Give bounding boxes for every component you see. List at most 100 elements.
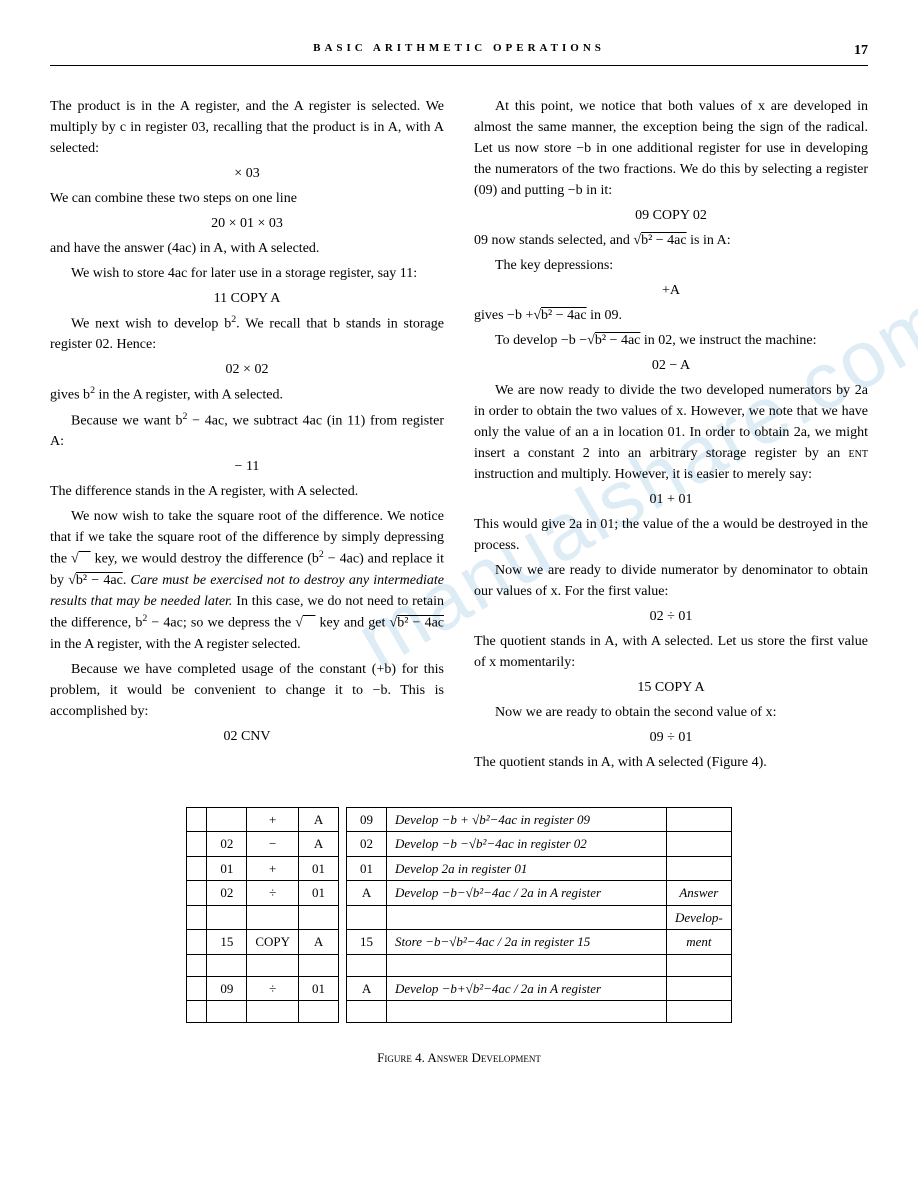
cell-gap [339, 930, 347, 955]
formula: − 11 [50, 456, 444, 477]
cell-side [667, 1001, 732, 1023]
cell-gap [339, 881, 347, 906]
para: To develop −b −√b² − 4ac in 02, we instr… [474, 330, 868, 351]
para: We can combine these two steps on one li… [50, 188, 444, 209]
cell [187, 905, 207, 930]
cell [187, 930, 207, 955]
formula: 11 COPY A [50, 288, 444, 309]
cell [207, 954, 247, 976]
cell-gap [339, 954, 347, 976]
para: The product is in the A register, and th… [50, 96, 444, 159]
cell: A [347, 881, 387, 906]
cell: 01 [299, 881, 339, 906]
formula: 02 ÷ 01 [474, 606, 868, 627]
cell [247, 954, 299, 976]
cell [247, 905, 299, 930]
table-row: 02−A02Develop −b −√b²−4ac in register 02 [187, 832, 731, 857]
cell [207, 1001, 247, 1023]
cell [187, 954, 207, 976]
formula: 20 × 01 × 03 [50, 213, 444, 234]
table-row: 09÷01 ADevelop −b+√b²−4ac / 2a in A regis… [187, 976, 731, 1001]
cell [347, 1001, 387, 1023]
cell: A [347, 976, 387, 1001]
para: The difference stands in the A register,… [50, 481, 444, 502]
cell-side: ment [667, 930, 732, 955]
cell-gap [339, 976, 347, 1001]
table-row [187, 1001, 731, 1023]
para: We wish to store 4ac for later use in a … [50, 263, 444, 284]
para: We now wish to take the square root of t… [50, 506, 444, 654]
cell [347, 954, 387, 976]
formula: 02 − A [474, 355, 868, 376]
formula: 02 CNV [50, 726, 444, 747]
cell [187, 807, 207, 832]
page-content: BASIC ARITHMETIC OPERATIONS 17 The produ… [50, 40, 868, 1068]
table-row: 01+0101Develop 2a in register 01 [187, 856, 731, 881]
cell-side [667, 807, 732, 832]
cell [247, 1001, 299, 1023]
cell-gap [339, 832, 347, 857]
cell: 09 [347, 807, 387, 832]
cell: 01 [207, 856, 247, 881]
cell: 09 [207, 976, 247, 1001]
para: At this point, we notice that both value… [474, 96, 868, 201]
cell [347, 905, 387, 930]
cell [187, 881, 207, 906]
cell-desc: Develop −b −√b²−4ac in register 02 [387, 832, 667, 857]
cell-gap [339, 856, 347, 881]
cell [187, 976, 207, 1001]
figure-caption: Figure 4. Answer Development [50, 1048, 868, 1068]
formula: 02 × 02 [50, 359, 444, 380]
formula: 15 COPY A [474, 677, 868, 698]
formula: +A [474, 280, 868, 301]
left-column: The product is in the A register, and th… [50, 96, 444, 777]
cell [207, 905, 247, 930]
table-row: Develop- [187, 905, 731, 930]
cell-side: Develop- [667, 905, 732, 930]
para: The quotient stands in A, with A selecte… [474, 752, 868, 773]
table-row [187, 954, 731, 976]
cell: ÷ [247, 976, 299, 1001]
cell-gap [339, 807, 347, 832]
para: gives −b +√b² − 4ac in 09. [474, 305, 868, 326]
cell: 15 [207, 930, 247, 955]
para: gives b2 in the A register, with A selec… [50, 384, 444, 406]
para: Now we are ready to divide numerator by … [474, 560, 868, 602]
cell [299, 905, 339, 930]
cell [207, 807, 247, 832]
cell: 01 [299, 856, 339, 881]
page-number: 17 [854, 40, 868, 61]
cell-gap [339, 1001, 347, 1023]
para: and have the answer (4ac) in A, with A s… [50, 238, 444, 259]
cell-gap [339, 905, 347, 930]
header-title: BASIC ARITHMETIC OPERATIONS [313, 42, 605, 54]
cell-side [667, 976, 732, 1001]
cell: ÷ [247, 881, 299, 906]
formula: 09 ÷ 01 [474, 727, 868, 748]
table-row: 02÷01ADevelop −b−√b²−4ac / 2a in A regis… [187, 881, 731, 906]
cell-desc: Develop 2a in register 01 [387, 856, 667, 881]
cell: 01 [347, 856, 387, 881]
cell: 02 [207, 881, 247, 906]
cell-desc: Develop −b+√b²−4ac / 2a in A register [387, 976, 667, 1001]
cell-side [667, 832, 732, 857]
para: Because we have completed usage of the c… [50, 659, 444, 722]
cell: 02 [347, 832, 387, 857]
cell: + [247, 856, 299, 881]
cell-desc: Store −b−√b²−4ac / 2a in register 15 [387, 930, 667, 955]
cell-side: Answer [667, 881, 732, 906]
cell [187, 832, 207, 857]
cell-desc [387, 1001, 667, 1023]
cell: + [247, 807, 299, 832]
table-row: +A09Develop −b + √b²−4ac in register 09 [187, 807, 731, 832]
cell: A [299, 832, 339, 857]
formula: 01 + 01 [474, 489, 868, 510]
page-header: BASIC ARITHMETIC OPERATIONS 17 [50, 40, 868, 66]
cell: A [299, 807, 339, 832]
cell: 01 [299, 976, 339, 1001]
right-column: At this point, we notice that both value… [474, 96, 868, 777]
para: We next wish to develop b2. We recall th… [50, 313, 444, 356]
para: The key depressions: [474, 255, 868, 276]
cell [187, 1001, 207, 1023]
cell [299, 1001, 339, 1023]
